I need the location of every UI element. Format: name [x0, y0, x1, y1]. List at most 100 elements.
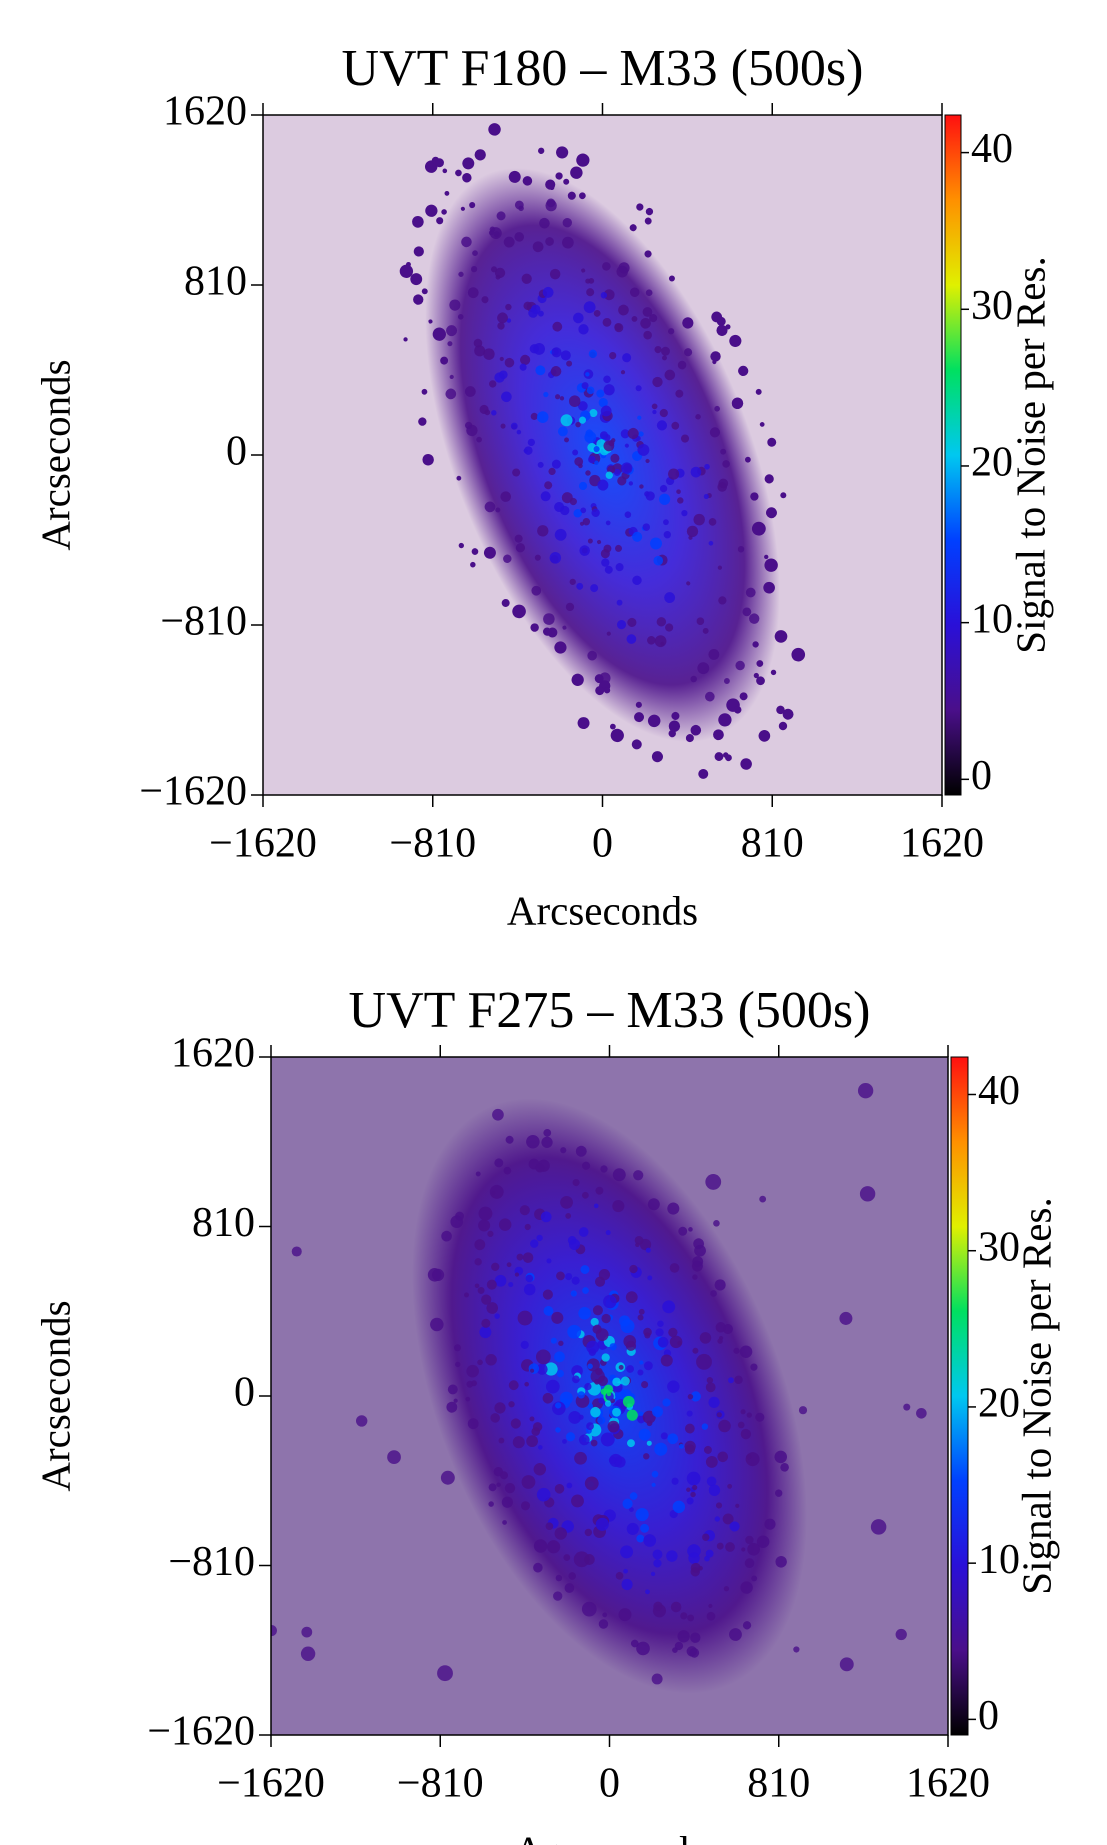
- bright-region: [638, 431, 644, 437]
- bright-region: [663, 530, 671, 539]
- bright-region: [616, 265, 629, 278]
- outer-clump: [722, 752, 729, 758]
- bright-region: [697, 662, 710, 675]
- field-star: [387, 1450, 401, 1464]
- bright-region: [708, 1603, 713, 1609]
- bright-region: [551, 459, 561, 469]
- bright-region: [505, 1135, 514, 1144]
- bright-region: [705, 1382, 716, 1393]
- bright-region: [519, 363, 527, 371]
- bright-region: [610, 453, 620, 463]
- bright-region: [727, 1483, 733, 1489]
- field-star: [485, 1354, 497, 1366]
- bright-region: [603, 375, 611, 384]
- bright-region: [547, 1540, 561, 1554]
- bright-region: [629, 287, 640, 298]
- bright-region: [652, 376, 663, 388]
- bright-region: [632, 575, 642, 586]
- bright-region: [530, 1239, 539, 1248]
- outer-clump: [570, 166, 583, 179]
- bright-region: [625, 1291, 638, 1304]
- outer-clump: [458, 542, 464, 549]
- bright-region: [606, 1391, 612, 1397]
- bright-region: [696, 617, 705, 626]
- bright-region: [686, 581, 691, 586]
- outer-clump: [538, 147, 545, 154]
- outer-clump: [731, 397, 744, 410]
- field-star: [440, 1470, 455, 1485]
- bright-region: [560, 505, 570, 516]
- y-tick-label: 1620: [171, 1031, 255, 1077]
- bright-region: [580, 1265, 590, 1274]
- bright-region: [527, 438, 535, 446]
- bright-region: [486, 1279, 497, 1290]
- bright-region: [467, 287, 479, 299]
- bright-region: [477, 1286, 485, 1294]
- bright-region: [706, 1377, 714, 1384]
- bright-region: [725, 1542, 735, 1552]
- outer-clump: [766, 507, 777, 519]
- bright-region: [740, 1428, 752, 1440]
- y-tick-label: 810: [192, 1200, 255, 1246]
- outer-clump: [764, 474, 774, 484]
- bright-region: [677, 360, 687, 370]
- bright-region: [496, 211, 506, 221]
- bright-region: [533, 1562, 543, 1573]
- bright-region: [643, 1361, 653, 1371]
- bright-region: [581, 1191, 589, 1199]
- bright-region: [497, 322, 505, 330]
- bright-region: [566, 360, 573, 367]
- bright-region: [567, 1236, 577, 1245]
- bright-region: [659, 484, 668, 493]
- bright-region: [729, 1521, 740, 1532]
- galaxy-image: [271, 1083, 927, 1694]
- bright-region: [635, 1242, 640, 1248]
- bright-region: [632, 531, 643, 542]
- outer-clump: [733, 706, 742, 714]
- bright-region: [702, 1533, 710, 1541]
- bright-region: [690, 1491, 696, 1498]
- outer-clump: [668, 720, 681, 732]
- bright-region: [549, 552, 562, 564]
- bright-region: [741, 1547, 746, 1552]
- bright-region: [645, 289, 653, 297]
- y-tick-label: 1620: [163, 89, 247, 135]
- bright-region: [715, 1502, 723, 1509]
- bright-region: [430, 1317, 444, 1332]
- bright-region: [467, 1418, 479, 1430]
- bright-region: [554, 1484, 565, 1494]
- bright-region: [687, 1614, 695, 1622]
- bright-region: [474, 1239, 486, 1251]
- bright-region: [578, 481, 588, 491]
- outer-clump: [635, 701, 642, 708]
- bright-region: [447, 1384, 458, 1395]
- outer-clump: [399, 264, 414, 278]
- outer-clump: [441, 209, 447, 215]
- outer-clump: [738, 365, 749, 377]
- bright-region: [569, 497, 577, 506]
- y-tick-label: −810: [168, 1539, 255, 1585]
- bright-region: [523, 301, 532, 310]
- bright-region: [508, 1380, 519, 1391]
- outer-clump: [755, 388, 762, 395]
- bright-region: [692, 1347, 699, 1354]
- outer-clump: [435, 158, 445, 168]
- bright-region: [510, 422, 518, 430]
- bright-region: [692, 1274, 698, 1280]
- bright-region: [551, 347, 562, 358]
- bright-region: [494, 372, 505, 383]
- bright-region: [528, 308, 538, 318]
- bright-region: [660, 1354, 673, 1367]
- bright-region: [680, 1612, 688, 1620]
- bright-region: [490, 1413, 500, 1423]
- bright-region: [597, 1416, 606, 1425]
- bright-region: [552, 321, 563, 332]
- bright-region: [474, 345, 486, 357]
- outer-clump: [780, 492, 787, 499]
- bright-region: [500, 491, 511, 502]
- colorbar-label: Signal to Noise per Res.: [1013, 1197, 1059, 1594]
- bright-region: [687, 1393, 694, 1400]
- bright-region: [578, 1434, 590, 1446]
- bright-region: [554, 1527, 567, 1540]
- bright-region: [616, 599, 623, 606]
